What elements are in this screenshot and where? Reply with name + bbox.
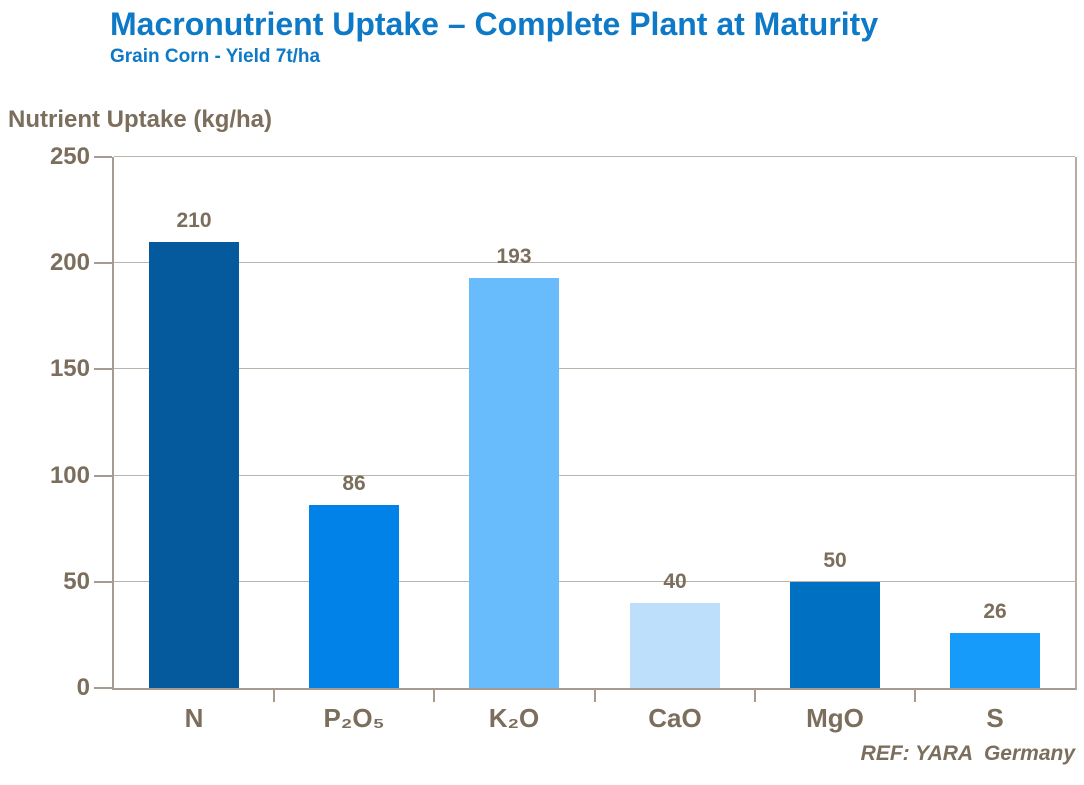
y-tick-mark bbox=[94, 262, 112, 265]
x-tick-mark bbox=[594, 690, 596, 702]
y-tick-mark bbox=[94, 368, 112, 371]
x-tick-label: MgO bbox=[806, 703, 864, 733]
y-tick-mark bbox=[94, 156, 112, 158]
y-tick-mark bbox=[94, 474, 112, 477]
bar-6 bbox=[950, 633, 1040, 688]
x-tick-mark bbox=[914, 690, 916, 702]
bar-value-label: 210 bbox=[176, 209, 212, 232]
x-tick-label: S bbox=[986, 703, 1004, 733]
bar-1 bbox=[149, 242, 239, 688]
x-tick-mark bbox=[273, 690, 275, 702]
bar-value-label: 26 bbox=[983, 600, 1007, 623]
y-tick-label: 50 bbox=[63, 567, 90, 595]
y-tick-label: 100 bbox=[49, 461, 90, 489]
gridline bbox=[114, 262, 1075, 264]
x-tick-label: N bbox=[184, 703, 204, 733]
x-tick-mark bbox=[433, 690, 435, 702]
y-tick-label: 0 bbox=[76, 674, 90, 701]
gridline bbox=[114, 368, 1075, 370]
plot-area: 210 86 193 40 50 26 bbox=[112, 156, 1077, 690]
x-tick-label: P₂O₅ bbox=[323, 703, 385, 733]
x-tick-mark bbox=[754, 690, 756, 702]
chart-subtitle: Grain Corn - Yield 7t/ha bbox=[110, 46, 321, 67]
gridline bbox=[114, 580, 1075, 582]
gridline bbox=[114, 156, 1075, 157]
bar-value-label: 193 bbox=[496, 245, 532, 268]
y-tick-label: 200 bbox=[49, 249, 90, 277]
bar-value-label: 50 bbox=[823, 549, 847, 572]
x-tick-label: K₂O bbox=[488, 703, 540, 733]
bar-2 bbox=[309, 505, 399, 688]
y-tick-label: 250 bbox=[49, 143, 90, 170]
source-note: REF: YARA Germany bbox=[860, 742, 1075, 765]
bar-value-label: 86 bbox=[342, 472, 366, 495]
gridline bbox=[114, 474, 1075, 476]
y-tick-label: 150 bbox=[49, 355, 90, 383]
y-axis-title: Nutrient Uptake (kg/ha) bbox=[8, 106, 273, 133]
bar-3 bbox=[469, 278, 559, 688]
bar-value-label: 40 bbox=[663, 570, 687, 593]
y-tick-mark bbox=[94, 580, 112, 583]
chart-title: Macronutrient Uptake – Complete Plant at… bbox=[110, 6, 879, 42]
x-tick-label: CaO bbox=[648, 703, 702, 733]
y-tick-mark bbox=[94, 687, 112, 689]
bar-4 bbox=[630, 603, 720, 688]
bar-5 bbox=[790, 582, 880, 688]
